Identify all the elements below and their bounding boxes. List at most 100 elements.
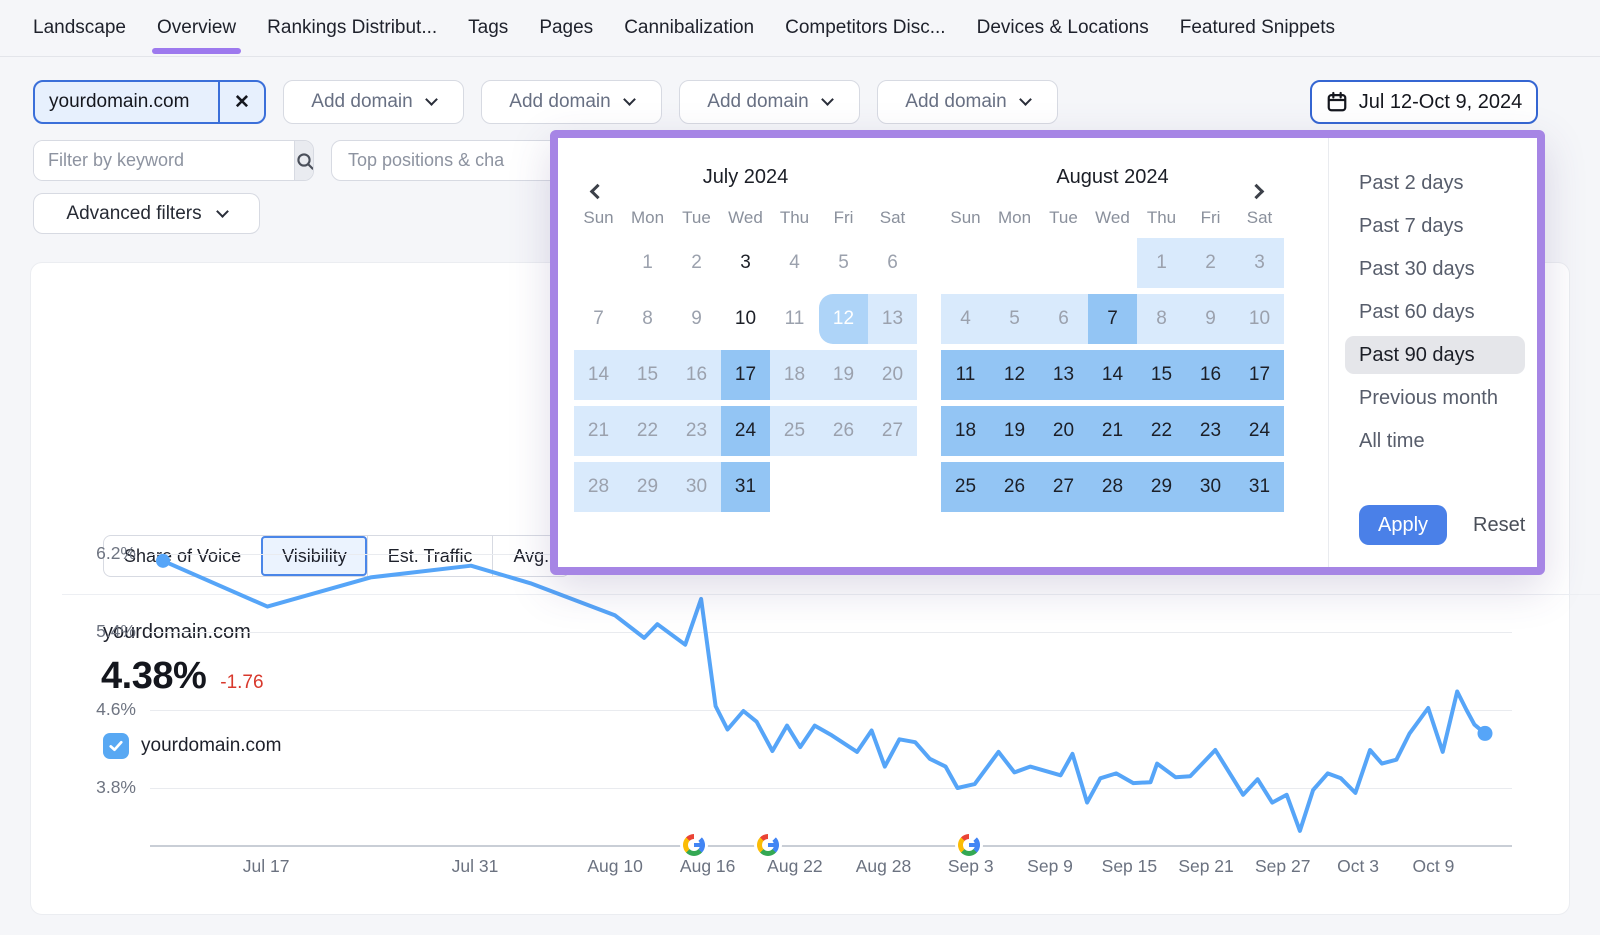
calendar-day-july-3[interactable]: 3 [740, 252, 751, 273]
calendar-day-july-16[interactable]: 16 [672, 350, 721, 400]
calendar-day-august-6[interactable]: 6 [1039, 294, 1088, 344]
preset-past-2-days[interactable]: Past 2 days [1359, 172, 1464, 194]
remove-domain-button[interactable]: ✕ [220, 82, 264, 122]
calendar-day-august-9[interactable]: 9 [1186, 294, 1235, 344]
calendar-day-july-21[interactable]: 21 [574, 406, 623, 456]
reset-button[interactable]: Reset [1473, 513, 1526, 536]
metric-tab-visibility[interactable]: Visibility [261, 536, 367, 576]
calendar-day-july-7[interactable]: 7 [593, 308, 604, 329]
calendar-day-august-5[interactable]: 5 [990, 294, 1039, 344]
calendar-day-august-25[interactable]: 25 [941, 462, 990, 512]
add-domain-button-1[interactable]: Add domain [283, 80, 464, 124]
calendar-day-august-22[interactable]: 22 [1137, 406, 1186, 456]
calendar-day-august-4[interactable]: 4 [941, 294, 990, 344]
tab-featured-snippets[interactable]: Featured Snippets [1179, 17, 1336, 38]
calendar-day-july-8[interactable]: 8 [642, 308, 653, 329]
calendar-day-august-14[interactable]: 14 [1088, 350, 1137, 400]
calendar-day-july-15[interactable]: 15 [623, 350, 672, 400]
calendar-day-july-20[interactable]: 20 [868, 350, 917, 400]
calendar-day-august-24[interactable]: 24 [1235, 406, 1284, 456]
calendar-day-august-21[interactable]: 21 [1088, 406, 1137, 456]
calendar-day-august-3[interactable]: 3 [1235, 238, 1284, 288]
calendar-day-july-19[interactable]: 19 [819, 350, 868, 400]
calendar-day-july-22[interactable]: 22 [623, 406, 672, 456]
calendar-day-august-15[interactable]: 15 [1137, 350, 1186, 400]
calendar-day-july-24[interactable]: 24 [721, 406, 770, 456]
calendar-day-august-27[interactable]: 27 [1039, 462, 1088, 512]
calendar-day-august-12[interactable]: 12 [990, 350, 1039, 400]
google-update-icon-aug-16[interactable] [683, 834, 706, 856]
calendar-day-july-17[interactable]: 17 [721, 350, 770, 400]
calendar-day-august-31[interactable]: 31 [1235, 462, 1284, 512]
add-domain-button-4[interactable]: Add domain [877, 80, 1058, 124]
calendar-day-july-6[interactable]: 6 [887, 252, 898, 273]
metric-tab-avg[interactable]: Avg. [492, 536, 569, 576]
calendar-day-july-18[interactable]: 18 [770, 350, 819, 400]
calendar-day-july-2[interactable]: 2 [691, 252, 702, 273]
calendar-day-august-20[interactable]: 20 [1039, 406, 1088, 456]
preset-past-7-days[interactable]: Past 7 days [1359, 215, 1464, 237]
calendar-day-august-18[interactable]: 18 [941, 406, 990, 456]
domain-checkbox[interactable] [103, 733, 129, 759]
calendar-day-july-10[interactable]: 10 [734, 308, 757, 329]
preset-all-time[interactable]: All time [1359, 430, 1425, 452]
calendar-day-july-5[interactable]: 5 [838, 252, 849, 273]
calendar-day-july-1[interactable]: 1 [642, 252, 653, 273]
calendar-day-august-29[interactable]: 29 [1137, 462, 1186, 512]
calendar-day-august-30[interactable]: 30 [1186, 462, 1235, 512]
calendar-day-august-7[interactable]: 7 [1088, 294, 1137, 344]
calendar-day-august-23[interactable]: 23 [1186, 406, 1235, 456]
selected-domain-chip[interactable]: yourdomain.com ✕ [33, 80, 266, 124]
previous-month-button[interactable] [589, 183, 606, 200]
calendar-day-july-30[interactable]: 30 [672, 462, 721, 512]
tab-rankings-distribut[interactable]: Rankings Distribut... [267, 17, 438, 38]
calendar-day-august-11[interactable]: 11 [941, 350, 990, 400]
calendar-day-july-31[interactable]: 31 [721, 462, 770, 512]
date-range-button[interactable]: Jul 12-Oct 9, 2024 [1310, 80, 1538, 124]
calendar-day-august-28[interactable]: 28 [1088, 462, 1137, 512]
calendar-day-july-25[interactable]: 25 [770, 406, 819, 456]
calendar-day-august-26[interactable]: 26 [990, 462, 1039, 512]
keyword-search-button[interactable] [294, 141, 313, 180]
calendar-day-july-29[interactable]: 29 [623, 462, 672, 512]
tab-pages[interactable]: Pages [539, 17, 594, 38]
calendar-day-july-4[interactable]: 4 [789, 252, 800, 273]
tab-tags[interactable]: Tags [468, 17, 509, 38]
add-domain-button-2[interactable]: Add domain [481, 80, 662, 124]
preset-past-30-days[interactable]: Past 30 days [1359, 258, 1475, 280]
calendar-day-august-17[interactable]: 17 [1235, 350, 1284, 400]
calendar-day-july-12[interactable]: 12 [819, 294, 868, 344]
calendar-day-august-19[interactable]: 19 [990, 406, 1039, 456]
calendar-day-august-1[interactable]: 1 [1137, 238, 1186, 288]
preset-past-60-days[interactable]: Past 60 days [1359, 301, 1475, 323]
tab-cannibalization[interactable]: Cannibalization [624, 17, 755, 38]
add-domain-button-3[interactable]: Add domain [679, 80, 860, 124]
calendar-day-august-13[interactable]: 13 [1039, 350, 1088, 400]
google-update-icon-sep-3[interactable] [958, 834, 981, 856]
calendar-day-july-26[interactable]: 26 [819, 406, 868, 456]
apply-button[interactable]: Apply [1359, 505, 1447, 545]
metric-tab-est-traffic[interactable]: Est. Traffic [366, 536, 493, 576]
calendar-day-july-27[interactable]: 27 [868, 406, 917, 456]
metric-tab-share-of-voice[interactable]: Share of Voice [124, 545, 242, 566]
advanced-filters-button[interactable]: Advanced filters [33, 193, 260, 234]
tab-competitors-disc[interactable]: Competitors Disc... [785, 17, 946, 38]
tab-overview[interactable]: Overview [151, 0, 242, 56]
calendar-day-july-13[interactable]: 13 [868, 294, 917, 344]
calendar-day-july-28[interactable]: 28 [574, 462, 623, 512]
keyword-filter-input[interactable] [34, 141, 294, 180]
calendar-day-august-8[interactable]: 8 [1137, 294, 1186, 344]
calendar-day-july-11[interactable]: 11 [784, 308, 805, 329]
calendar-day-july-14[interactable]: 14 [574, 350, 623, 400]
next-month-button[interactable] [1248, 183, 1265, 200]
calendar-day-july-23[interactable]: 23 [672, 406, 721, 456]
calendar-day-august-16[interactable]: 16 [1186, 350, 1235, 400]
preset-previous-month[interactable]: Previous month [1359, 387, 1498, 409]
google-update-icon-aug-22[interactable] [757, 834, 780, 856]
calendar-day-august-10[interactable]: 10 [1235, 294, 1284, 344]
tab-landscape[interactable]: Landscape [33, 17, 126, 38]
tab-devices-locations[interactable]: Devices & Locations [976, 17, 1149, 38]
calendar-day-august-2[interactable]: 2 [1186, 238, 1235, 288]
calendar-day-july-9[interactable]: 9 [691, 308, 702, 329]
preset-past-90-days[interactable]: Past 90 days [1345, 336, 1525, 374]
